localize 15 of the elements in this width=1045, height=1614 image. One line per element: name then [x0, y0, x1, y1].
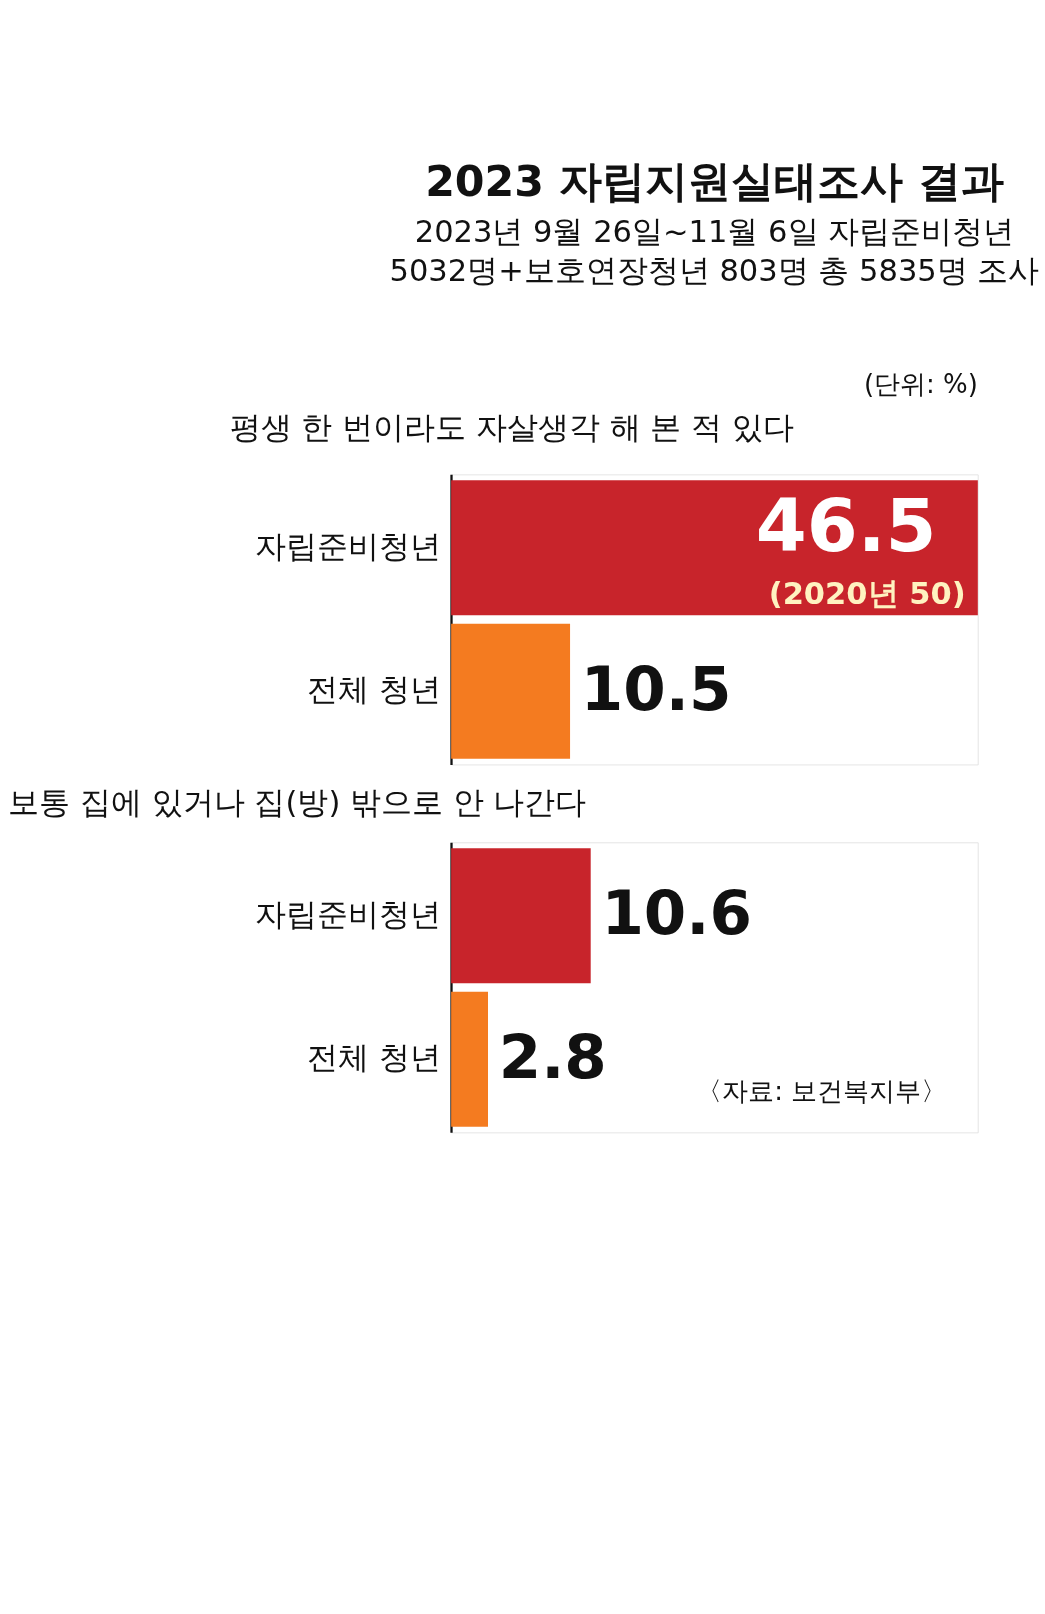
y-tick-label: 자립준비청년 — [254, 528, 441, 564]
chart-subtitle: 2023년 9월 26일~11월 6일 자립준비청년 5032명+보호연장청년 803명 총 5835명 조사 — [389, 213, 1040, 289]
data-label: 2.8 — [498, 1020, 607, 1092]
y-tick-label: 전체 청년 — [307, 672, 441, 708]
chart-title: 보통 집에 있거나 집(방) 밖으로 안 나간다 — [8, 785, 587, 821]
y-tick-label: 전체 청년 — [307, 1040, 441, 1076]
data-label: 10.6 — [601, 876, 753, 948]
annotation: (2020년 50) — [768, 576, 966, 612]
text: (단위: %) — [863, 368, 978, 399]
y-tick-label: 자립준비청년 — [254, 896, 441, 932]
chart-title: 2023 자립지원실태조사 결과 — [425, 155, 1004, 206]
data-label: 46.5 — [755, 482, 937, 568]
annotation: 〈자료: 보건복지부〉 — [696, 1075, 948, 1106]
data-label: 10.5 — [580, 652, 732, 724]
text: 평생 한 번이라도 자살생각 해 본 적 있다 — [229, 409, 794, 445]
